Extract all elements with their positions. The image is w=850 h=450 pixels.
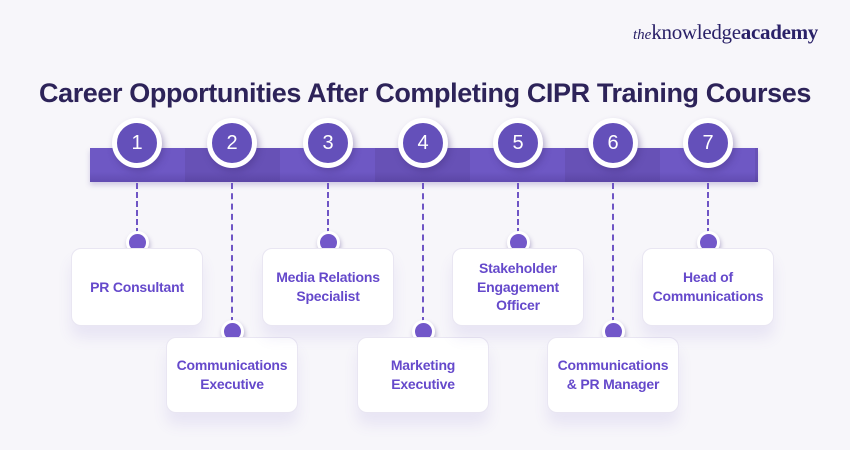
milestone-number: 3 xyxy=(322,131,334,154)
career-card-6: Communications & PR Manager xyxy=(547,337,679,413)
milestone-circle-3: 3 xyxy=(303,118,353,168)
milestone-number: 6 xyxy=(607,131,619,154)
milestone-circle-1: 1 xyxy=(112,118,162,168)
career-card-label: Media Relations Specialist xyxy=(276,269,380,304)
career-card-label: Stakeholder Engagement Officer xyxy=(476,259,559,314)
milestone-circle-4: 4 xyxy=(398,118,448,168)
career-card-2: Communications Executive xyxy=(166,337,298,413)
milestone-number: 2 xyxy=(226,131,238,154)
milestone-connector xyxy=(707,183,709,234)
career-card-5: Stakeholder Engagement Officer xyxy=(452,248,584,326)
page-title: Career Opportunities After Completing CI… xyxy=(38,78,811,109)
milestone-circle-2: 2 xyxy=(207,118,257,168)
logo-knowledge: knowledge xyxy=(651,20,741,44)
milestone-number: 7 xyxy=(702,131,714,154)
milestone-connector xyxy=(327,183,329,234)
milestone-connector xyxy=(231,183,233,323)
milestone-connector xyxy=(136,183,138,234)
milestone-circle-7: 7 xyxy=(683,118,733,168)
milestone-connector xyxy=(422,183,424,323)
milestone-number: 1 xyxy=(131,131,143,154)
career-card-label: Head of Communications xyxy=(652,269,764,304)
career-card-label: Marketing Executive xyxy=(390,357,456,392)
career-card-3: Media Relations Specialist xyxy=(262,248,394,326)
career-card-7: Head of Communications xyxy=(642,248,774,326)
milestone-connector xyxy=(612,183,614,323)
logo-the: the xyxy=(633,27,652,43)
career-card-label: Communications & PR Manager xyxy=(557,357,669,392)
logo-academy: academy xyxy=(740,20,819,44)
milestone-circle-5: 5 xyxy=(493,118,543,168)
career-card-label: PR Consultant xyxy=(90,278,184,295)
career-card-1: PR Consultant xyxy=(71,248,203,326)
knowledge-academy-logo: theknowledgeacademy xyxy=(633,20,818,45)
career-card-4: Marketing Executive xyxy=(357,337,489,413)
milestone-number: 5 xyxy=(512,131,524,154)
career-card-label: Communications Executive xyxy=(176,357,288,392)
milestone-connector xyxy=(517,183,519,234)
milestone-circle-6: 6 xyxy=(588,118,638,168)
milestone-number: 4 xyxy=(417,131,429,154)
